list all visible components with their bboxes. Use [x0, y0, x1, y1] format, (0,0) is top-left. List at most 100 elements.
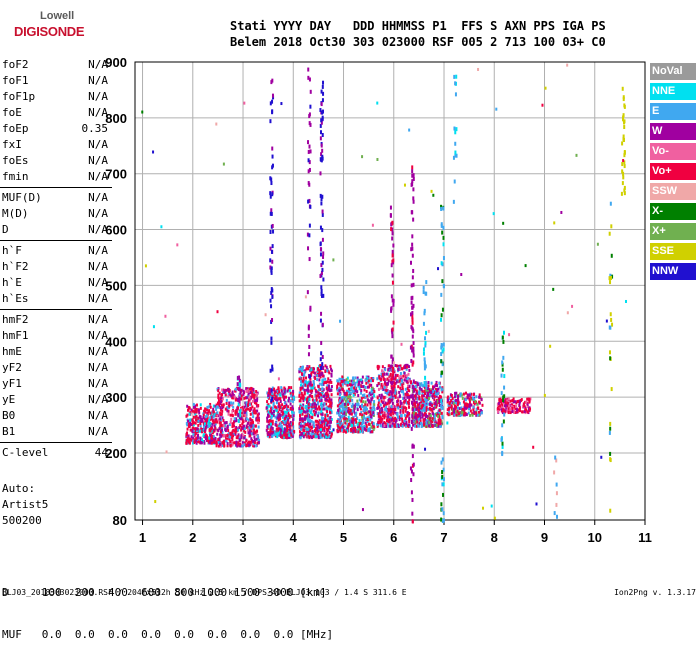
echo-point — [213, 413, 216, 417]
echo-point — [431, 424, 434, 428]
echo-point — [356, 417, 359, 421]
echo-point — [272, 413, 275, 417]
echo-point — [232, 432, 235, 436]
param-row: foEs N/A — [0, 153, 112, 169]
echo-point — [476, 413, 479, 417]
param-value: N/A — [88, 154, 108, 167]
echo-point — [214, 426, 217, 430]
echo-point — [392, 320, 395, 325]
echo-point — [303, 425, 306, 429]
echo-point — [461, 396, 464, 400]
legend-item: E — [650, 103, 696, 120]
echo-point — [189, 423, 192, 427]
echo-point — [245, 401, 248, 405]
x-tick-label: 4 — [290, 530, 298, 545]
echo-point — [389, 413, 392, 417]
echo-point — [299, 414, 302, 418]
echo-point — [438, 410, 441, 414]
echo-point — [406, 411, 409, 415]
echo-point — [275, 424, 278, 428]
echo-point — [423, 390, 426, 394]
echo-point — [365, 381, 368, 385]
echo-point — [346, 419, 349, 423]
echo-point — [268, 404, 271, 408]
echo-point — [398, 418, 401, 422]
echo-point — [385, 405, 388, 409]
echo-point — [269, 258, 272, 263]
echo-point — [303, 370, 306, 374]
echo-point — [455, 405, 458, 409]
echo-point — [270, 249, 273, 254]
echo-point — [219, 413, 222, 417]
echo-point — [246, 387, 249, 391]
echo-point — [285, 432, 288, 436]
echo-point — [234, 427, 237, 431]
echo-point — [438, 385, 441, 389]
echo-point — [442, 347, 445, 352]
echo-point — [224, 393, 227, 397]
echo-point — [217, 404, 220, 408]
echo-point — [232, 424, 235, 428]
echo-point — [308, 365, 311, 369]
echo-point — [253, 396, 256, 400]
echo-point — [421, 404, 424, 408]
echo-point — [462, 413, 465, 417]
echo-point — [343, 402, 346, 406]
echo-point — [339, 319, 342, 323]
echo-point — [300, 391, 303, 395]
echo-point — [271, 294, 274, 299]
echo-point — [387, 420, 390, 424]
echo-point — [394, 418, 397, 422]
echo-point — [608, 430, 611, 435]
echo-point — [306, 409, 309, 413]
echo-point — [386, 402, 389, 406]
echo-point — [502, 221, 505, 225]
echo-point — [490, 504, 493, 508]
echo-point — [357, 430, 360, 434]
echo-point — [344, 430, 347, 434]
echo-point — [322, 394, 325, 398]
echo-point — [326, 423, 329, 427]
echo-point — [512, 405, 515, 409]
echo-point — [320, 271, 323, 276]
echo-point — [414, 385, 417, 389]
echo-point — [385, 419, 388, 423]
echo-point — [319, 136, 322, 141]
echo-point — [473, 410, 476, 414]
echo-point — [392, 412, 395, 416]
echo-point — [212, 440, 215, 444]
echo-point — [385, 382, 388, 386]
echo-point — [418, 395, 421, 399]
echo-point — [328, 434, 331, 438]
echo-point — [382, 375, 385, 379]
echo-point — [312, 421, 315, 425]
echo-point — [271, 154, 274, 159]
echo-point — [409, 260, 412, 265]
echo-point — [435, 421, 438, 425]
echo-point — [410, 419, 413, 424]
echo-point — [338, 389, 341, 393]
echo-point — [442, 518, 445, 523]
echo-point — [322, 388, 325, 392]
echo-point — [453, 410, 456, 414]
echo-point — [440, 204, 443, 209]
echo-point — [528, 400, 531, 404]
echo-point — [425, 385, 428, 390]
echo-point — [610, 224, 613, 229]
param-name: hmE — [2, 345, 22, 358]
param-separator — [0, 240, 112, 241]
echo-point — [433, 395, 436, 399]
echo-point — [365, 423, 368, 427]
echo-point — [371, 421, 374, 425]
echo-point — [258, 438, 261, 442]
echo-point — [325, 418, 328, 422]
echo-point — [265, 406, 268, 410]
echo-point — [273, 390, 276, 394]
echo-point — [394, 377, 397, 381]
echo-point — [237, 443, 240, 447]
echo-point — [210, 434, 213, 438]
param-name: C-level — [2, 446, 49, 459]
echo-point — [610, 387, 613, 392]
echo-point — [219, 421, 222, 425]
echo-point — [448, 397, 451, 401]
